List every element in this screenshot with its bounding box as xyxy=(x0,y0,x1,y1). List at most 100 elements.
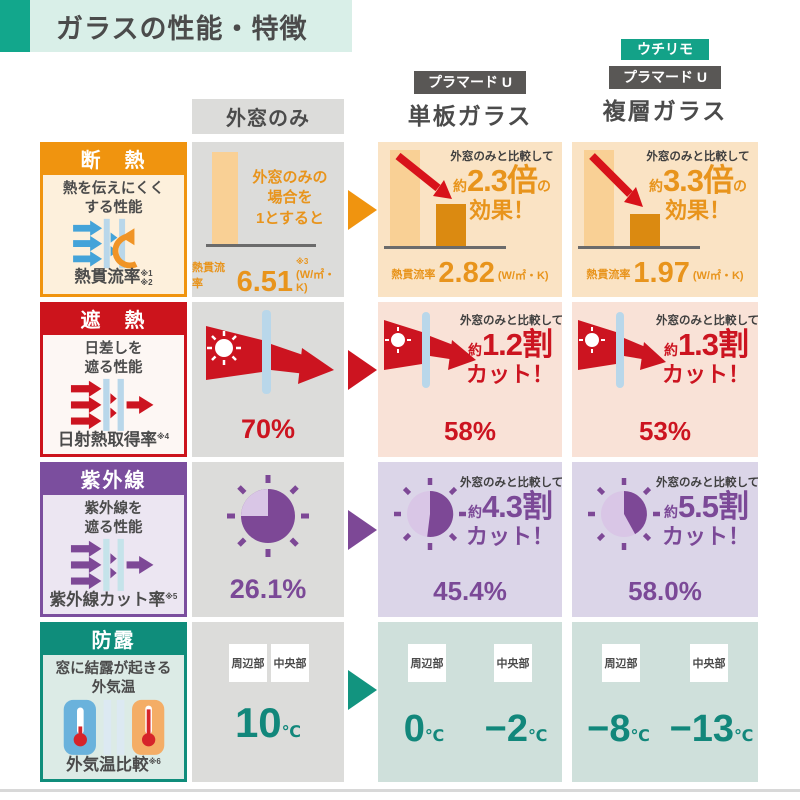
comparison-value: 5.5割 xyxy=(677,489,749,524)
temp-number: 0 xyxy=(403,708,425,750)
uv-label-card: 紫外線 紫外線を 遮る性能 紫外線カット率 ※5 xyxy=(40,462,187,617)
shading-outer-value: 70% xyxy=(240,414,296,444)
insulation-title: 断 熱 xyxy=(40,142,187,175)
comparison-effect: カット！ xyxy=(661,361,750,387)
temp-number: −2 xyxy=(484,708,528,750)
temp-unit: ℃ xyxy=(424,728,445,745)
plamard-u-badge: プラマード U xyxy=(414,71,526,94)
comparison-block: 外窓のみと比較して 約1.2割 カット！ xyxy=(460,312,564,387)
comparison-value: 3.3倍 xyxy=(662,163,734,198)
comparison-caption: 外窓のみと比較して xyxy=(460,315,564,327)
dew-metric-label: 外気温比較 xyxy=(66,755,149,774)
dew-title: 防露 xyxy=(40,622,187,655)
dew-double-temp-left: −8℃ xyxy=(572,710,665,748)
uv-single-value: 45.4% xyxy=(433,576,507,606)
comparison-caption: 外窓のみと比較して xyxy=(656,477,760,489)
comparison-caption: 外窓のみと比較して xyxy=(450,151,554,163)
dew-metric-note: ※6 xyxy=(148,756,161,766)
uvalue-unit: (W/㎡・K) xyxy=(296,269,336,294)
insulation-outer-cell: 外窓のみの 場合を 1とすると 熱貫流率 6.51 ※3 (W/㎡・K) xyxy=(192,142,344,297)
comparison-effect: 効果！ xyxy=(468,197,535,223)
dew-double-temp-right: −13℃ xyxy=(665,710,758,748)
uv-outer-value: 26.1% xyxy=(229,574,307,604)
insulation-label-body: 熱を伝えにくく する性能 熱貫流率 ※1 ※2 xyxy=(40,175,187,297)
comparison-block: 外窓のみと比較して 約5.5割 カット！ xyxy=(656,474,760,549)
dew-metric: 外気温比較 ※6 xyxy=(66,755,161,774)
uv-title: 紫外線 xyxy=(40,462,187,495)
dew-single-temp-left: 0℃ xyxy=(378,710,470,748)
chip-center: 中央部 xyxy=(690,644,728,682)
sun-pie-icon xyxy=(394,478,466,550)
shading-label-card: 遮 熱 日差しを 遮る性能 日射熱取得率 ※4 xyxy=(40,302,187,457)
comparison-effect: カット！ xyxy=(465,361,554,387)
sun-heat-arrow-icon xyxy=(578,312,666,388)
decrease-arrow-icon xyxy=(395,152,452,199)
outer-uvalue: 熱貫流率 6.51 ※3 (W/㎡・K) xyxy=(192,258,344,297)
dew-double-cell: 周辺部 中央部 −8℃ −13℃ xyxy=(572,622,758,782)
temp-number: 10 xyxy=(234,699,282,746)
comparison-block: 外窓のみと比較して 約1.3割 カット！ xyxy=(656,312,759,387)
chart-baseline xyxy=(206,244,316,247)
chart-baseline xyxy=(578,246,700,249)
suffix: の xyxy=(537,178,552,194)
outer-bar xyxy=(212,152,238,244)
insulation-metric-note: ※1 ※2 xyxy=(140,268,153,288)
temp-unit: ℃ xyxy=(630,728,650,745)
uchirimo-badge: ウチリモ xyxy=(621,39,709,60)
comparison-block: 外窓のみと比較して 約2.3倍の 効果！ xyxy=(446,148,558,223)
dark-bar xyxy=(630,214,660,246)
page-title-bar: ガラスの性能・特徴 xyxy=(30,0,352,52)
bottom-divider xyxy=(0,789,800,792)
uvalue-metric: 熱貫流率 xyxy=(586,269,631,282)
shading-double-cell: 外窓のみと比較して 約1.3割 カット！ 53% xyxy=(572,302,759,457)
flow-arrow-insulation xyxy=(348,190,377,230)
double-uvalue: 熱貫流率 1.97 (W/㎡・K) xyxy=(572,258,758,287)
dew-single-cell: 周辺部 中央部 0℃ −2℃ xyxy=(378,622,562,782)
comparison-effect: カット！ xyxy=(661,523,750,549)
sun-heat-arrow-icon xyxy=(206,310,334,394)
approx: 約 xyxy=(663,504,678,520)
dew-outer-cell: 周辺部 中央部 10℃ xyxy=(192,622,344,782)
uv-desc: 紫外線を 遮る性能 xyxy=(84,501,143,536)
comparison-caption: 外窓のみと比較して xyxy=(646,151,750,163)
plamard-u-badge: プラマード U xyxy=(609,65,721,89)
insulation-arrows-icon xyxy=(72,218,137,269)
comparison-value: 1.3割 xyxy=(677,327,749,362)
comparison-block: 外窓のみと比較して 約3.3倍の 効果！ xyxy=(642,148,754,223)
approx: 約 xyxy=(663,342,678,358)
dark-bar xyxy=(436,204,466,246)
uvalue-metric: 熱貫流率 xyxy=(192,262,225,290)
chip-center: 中央部 xyxy=(494,644,532,682)
uv-label-body: 紫外線を 遮る性能 紫外線カット率 ※5 xyxy=(40,495,187,617)
page-title: ガラスの性能・特徴 xyxy=(56,13,308,44)
shading-single-cell: 外窓のみと比較して 約1.2割 カット！ 58% xyxy=(378,302,564,457)
uv-outer-cell: 26.1% xyxy=(192,462,344,617)
shading-label-body: 日差しを 遮る性能 日射熱取得率 ※4 xyxy=(40,335,187,457)
uvalue-number: 2.82 xyxy=(438,257,495,289)
shading-arrows-icon xyxy=(70,378,153,431)
thermometers-icon xyxy=(63,699,164,755)
insulation-desc: 熱を伝えにくく する性能 xyxy=(62,181,165,216)
comparison-value: 1.2割 xyxy=(481,327,553,362)
insulation-metric: 熱貫流率 ※1 ※2 xyxy=(74,269,152,288)
column-header-single-glass: プラマード U 単板ガラス xyxy=(378,71,562,131)
sun-pie-icon xyxy=(227,475,309,557)
uvalue-unit: (W/㎡・K) xyxy=(497,270,549,283)
decrease-arrow-icon xyxy=(589,153,643,207)
shading-metric-label: 日射熱取得率 xyxy=(57,430,157,449)
uvalue-unit: (W/㎡・K) xyxy=(692,270,744,283)
flow-arrow-shading xyxy=(348,350,377,390)
sun-pie-icon xyxy=(588,478,660,550)
temp-unit: ℃ xyxy=(527,728,548,745)
sun-heat-arrow-icon xyxy=(384,312,476,388)
temp-number: −13 xyxy=(669,708,735,750)
chip-perimeter: 周辺部 xyxy=(408,644,446,682)
insulation-single-cell: 外窓のみと比較して 約2.3倍の 効果！ 熱貫流率 2.82 (W/㎡・K) xyxy=(378,142,562,297)
title-accent-block xyxy=(0,0,30,52)
uv-metric: 紫外線カット率 ※5 xyxy=(50,591,178,609)
approx: 約 xyxy=(467,342,482,358)
single-glass-label: 単板ガラス xyxy=(407,102,533,129)
double-glass-label: 複層ガラス xyxy=(602,97,728,124)
flow-arrow-uv xyxy=(348,510,377,550)
